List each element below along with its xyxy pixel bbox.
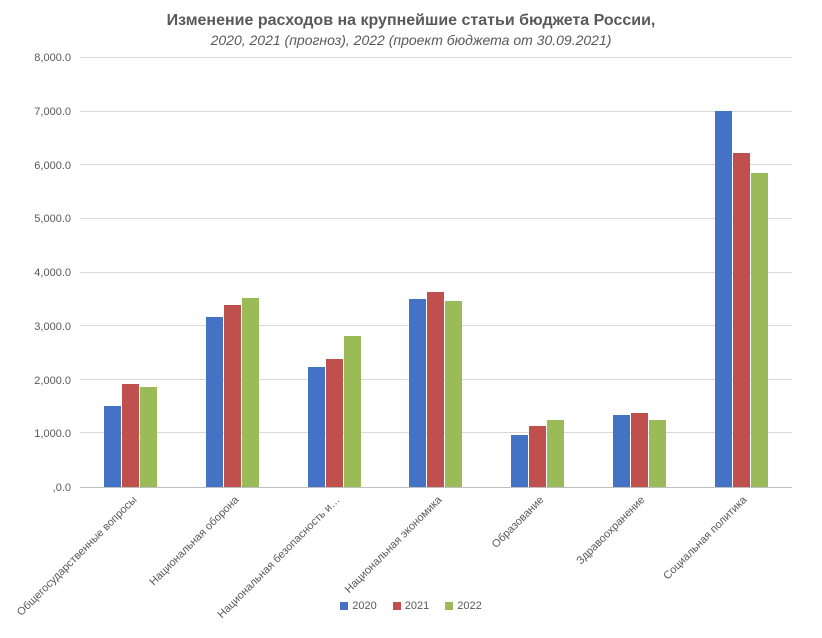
chart-container: Изменение расходов на крупнейшие статьи …	[0, 0, 822, 638]
bar	[308, 367, 325, 487]
x-axis-labels: Общегосударственные вопросыНациональная …	[80, 488, 792, 598]
bar	[206, 317, 223, 487]
grid-line	[80, 272, 792, 273]
bar-group	[487, 420, 589, 487]
grid-line	[80, 218, 792, 219]
bar	[224, 305, 241, 487]
legend-swatch	[445, 602, 453, 610]
bar	[427, 292, 444, 487]
y-tick-label: 1,000.0	[34, 428, 71, 440]
bar	[104, 406, 121, 487]
legend-item: 2022	[445, 600, 481, 612]
bar	[715, 111, 732, 487]
y-tick-label: 2,000.0	[34, 375, 71, 387]
chart-title: Изменение расходов на крупнейшие статьи …	[20, 12, 802, 30]
y-tick-label: 5,000.0	[34, 213, 71, 225]
legend-label: 2020	[352, 600, 376, 612]
bar	[547, 420, 564, 487]
legend-swatch	[393, 602, 401, 610]
legend-item: 2020	[340, 600, 376, 612]
y-tick-label: 3,000.0	[34, 321, 71, 333]
bar-group	[589, 413, 691, 487]
bar-group	[80, 384, 182, 487]
bar	[631, 413, 648, 487]
bar-group	[385, 292, 487, 487]
bar-group	[283, 336, 385, 487]
y-tick-label: 6,000.0	[34, 160, 71, 172]
bar	[326, 359, 343, 487]
bar	[122, 384, 139, 487]
grid-line	[80, 111, 792, 112]
y-tick-label: 7,000.0	[34, 106, 71, 118]
plot-wrapper: ,0.01,000.02,000.03,000.04,000.05,000.06…	[80, 58, 792, 488]
y-axis: ,0.01,000.02,000.03,000.04,000.05,000.06…	[20, 58, 75, 488]
legend-label: 2022	[457, 600, 481, 612]
grid-line	[80, 57, 792, 58]
bar	[751, 173, 768, 487]
bar	[445, 301, 462, 488]
plot-area	[80, 58, 792, 488]
bar	[613, 415, 630, 487]
chart-subtitle: 2020, 2021 (прогноз), 2022 (проект бюдже…	[20, 32, 802, 48]
y-tick-label: ,0.0	[53, 482, 71, 494]
bar	[529, 426, 546, 487]
bar-group	[690, 111, 792, 487]
bar	[511, 435, 528, 487]
bar	[409, 299, 426, 487]
grid-line	[80, 164, 792, 165]
bar-group	[182, 298, 284, 487]
bar	[344, 336, 361, 487]
y-tick-label: 4,000.0	[34, 267, 71, 279]
bar	[649, 420, 666, 487]
bar	[140, 387, 157, 488]
y-tick-label: 8,000.0	[34, 52, 71, 64]
bar	[242, 298, 259, 487]
bar	[733, 153, 750, 487]
